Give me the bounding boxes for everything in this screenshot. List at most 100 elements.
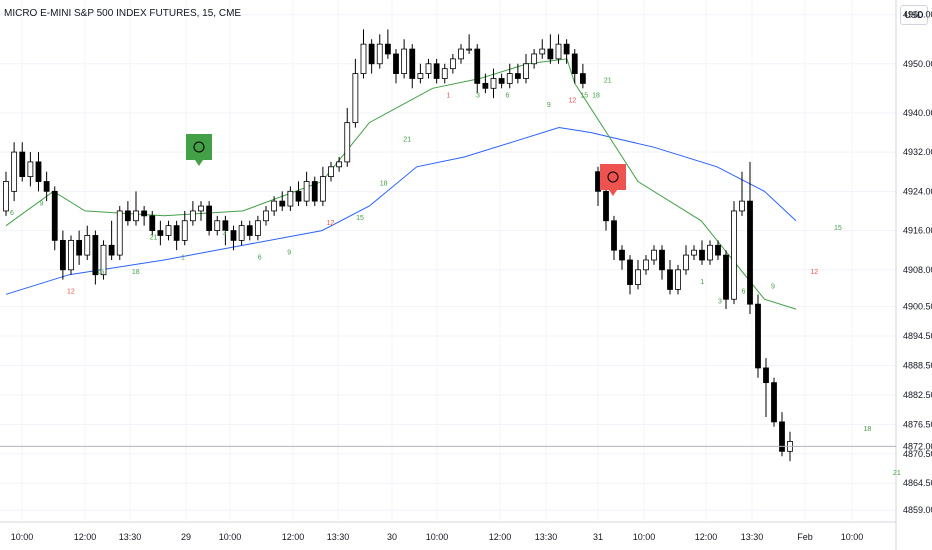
- candle-body: [336, 161, 343, 168]
- candle-body: [771, 382, 777, 423]
- count-label: 18: [592, 92, 600, 99]
- candle-body: [92, 235, 99, 276]
- y-tick-label: 4859.00: [903, 505, 932, 515]
- x-tick-label: 13:30: [119, 532, 142, 542]
- candle-body: [425, 63, 432, 74]
- x-tick-label: 13:30: [535, 532, 558, 542]
- y-tick-label: 4932.00: [903, 147, 932, 157]
- count-label: 21: [403, 137, 411, 144]
- candle-body: [723, 254, 729, 300]
- candle-body: [384, 43, 391, 55]
- count-label: 3: [718, 298, 722, 305]
- x-tick-label: 29: [181, 532, 191, 542]
- x-tick-label: 10:00: [841, 532, 864, 542]
- candle-body: [482, 82, 489, 89]
- candle-body: [755, 303, 761, 369]
- buy-signal-marker: [186, 134, 212, 166]
- candle-body: [116, 210, 123, 256]
- candle-body: [563, 43, 570, 55]
- candle-body: [667, 269, 673, 290]
- candle-body: [474, 48, 481, 84]
- candle-body: [683, 254, 689, 271]
- candle-body: [603, 190, 609, 222]
- candle-body: [715, 244, 721, 256]
- candle-body: [279, 200, 286, 207]
- candle-body: [779, 421, 785, 452]
- candle-body: [579, 73, 586, 84]
- candle-body: [707, 244, 713, 261]
- count-label: 6: [10, 210, 14, 217]
- y-tick-label: 4908.00: [903, 265, 932, 275]
- candle-body: [51, 190, 58, 241]
- candle-body: [401, 48, 408, 74]
- currency-selector[interactable]: USD: [900, 5, 928, 25]
- candle-body: [311, 181, 318, 202]
- candle-body: [441, 68, 448, 79]
- candle-body: [490, 78, 497, 89]
- candle-body: [571, 53, 578, 74]
- y-tick-label: 4882.50: [903, 390, 932, 400]
- x-tick-label: 10:00: [426, 532, 449, 542]
- candle-body: [189, 210, 196, 222]
- sell-signal-marker: [600, 164, 626, 196]
- candle-body: [108, 244, 115, 256]
- candle-body: [466, 48, 473, 51]
- x-tick-label: 10:00: [219, 532, 242, 542]
- candle-body: [35, 161, 42, 182]
- y-tick-label: 4900.50: [903, 302, 932, 312]
- candle-body: [651, 249, 657, 261]
- candle-body: [417, 73, 424, 79]
- y-tick-label: 4960.00: [903, 10, 932, 20]
- candle-body: [514, 73, 521, 79]
- count-label: 3: [222, 230, 226, 237]
- candle-body: [523, 63, 529, 79]
- candle-body: [230, 230, 237, 241]
- candle-body: [76, 239, 83, 256]
- x-tick-label: 12:00: [695, 532, 718, 542]
- candle-body: [133, 210, 139, 222]
- candle-body: [539, 48, 546, 55]
- y-tick-label: 4924.00: [903, 186, 932, 196]
- count-label: 9: [547, 102, 551, 109]
- y-tick-label: 4916.00: [903, 226, 932, 236]
- count-label: 21: [150, 235, 158, 242]
- candle-body: [149, 215, 156, 231]
- y-tick-label: 4870.50: [903, 449, 932, 459]
- candle-body: [84, 235, 91, 256]
- y-tick-label: 4864.50: [903, 478, 932, 488]
- candle-body: [360, 43, 367, 74]
- x-tick-label: 13:30: [741, 532, 764, 542]
- candle-body: [344, 122, 351, 163]
- count-label: 6: [742, 289, 746, 296]
- candle-body: [506, 73, 513, 84]
- count-label: 12: [569, 97, 577, 104]
- candle-body: [124, 210, 131, 222]
- candle-body: [699, 249, 705, 261]
- x-tick-label: 12:00: [74, 532, 97, 542]
- candle-body: [763, 367, 769, 384]
- count-label: 6: [258, 254, 262, 261]
- count-label: 9: [39, 200, 43, 207]
- y-tick-label: 4950.00: [903, 59, 932, 69]
- candle-body: [181, 220, 188, 241]
- count-label: 15: [356, 215, 364, 222]
- count-label: 21: [893, 470, 901, 477]
- count-label: 6: [506, 92, 510, 99]
- count-label: 18: [132, 269, 140, 276]
- candle-body: [43, 181, 50, 192]
- x-tick-label: 10:00: [633, 532, 656, 542]
- candle-body: [547, 48, 554, 60]
- count-label: 21: [604, 78, 612, 85]
- candle-body: [206, 205, 213, 231]
- x-tick-label: 31: [593, 532, 603, 542]
- count-label: 12: [810, 269, 818, 276]
- candle-body: [409, 48, 416, 79]
- candle-body: [659, 249, 665, 271]
- candle-body: [352, 73, 359, 124]
- candle-body: [643, 259, 649, 271]
- candle-body: [287, 190, 294, 207]
- x-tick-label: 30: [387, 532, 397, 542]
- candle-body: [214, 220, 221, 231]
- candle-body: [731, 210, 737, 300]
